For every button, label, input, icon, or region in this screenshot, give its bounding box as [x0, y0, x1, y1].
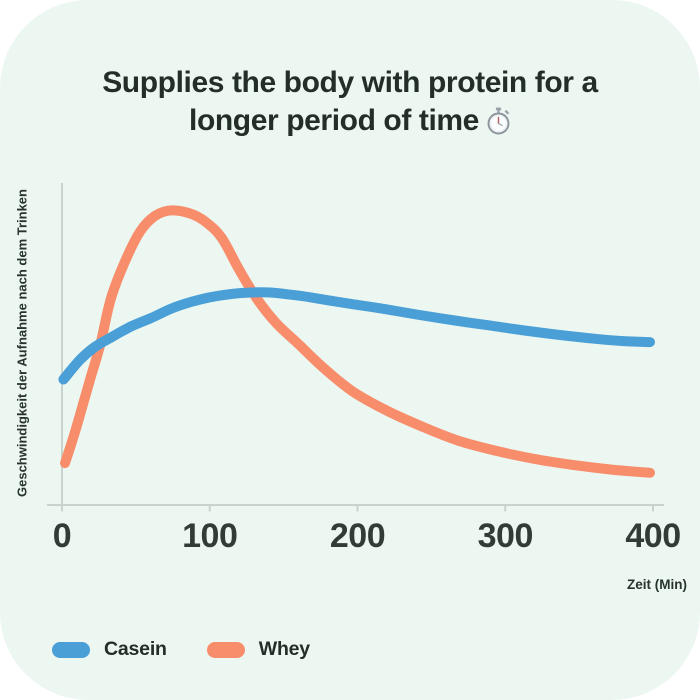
x-tick-label: 200: [330, 517, 385, 555]
x-tick-label: 300: [478, 517, 533, 555]
legend: Casein Whey: [52, 638, 310, 661]
x-tick-label: 100: [182, 517, 237, 555]
legend-item-casein: Casein: [52, 638, 167, 661]
series-line-casein-overlay: [58, 313, 156, 385]
series-line-casein: [58, 287, 655, 385]
x-axis-ticks: 0 100 200 300 400: [53, 505, 681, 555]
series-line-whey: [60, 205, 655, 478]
whey-color-swatch: [206, 641, 245, 658]
legend-label-whey: Whey: [258, 638, 310, 660]
title-line-1: Supplies the body with protein for a: [102, 66, 598, 99]
x-tick-label: 400: [625, 517, 680, 555]
casein-color-swatch: [52, 641, 90, 658]
x-axis-label: Zeit (Min): [627, 577, 687, 592]
x-tick-label: 0: [53, 517, 71, 555]
title-line-2: longer period of time: [189, 104, 479, 137]
legend-item-whey: Whey: [206, 638, 310, 661]
title-line-2-wrap: longer period of time: [189, 104, 511, 137]
chart-axes: [47, 183, 664, 506]
page-title: Supplies the body with protein for a lon…: [0, 64, 700, 140]
stopwatch-icon: [487, 107, 510, 135]
legend-label-casein: Casein: [104, 638, 167, 660]
chart-series: [58, 205, 655, 478]
